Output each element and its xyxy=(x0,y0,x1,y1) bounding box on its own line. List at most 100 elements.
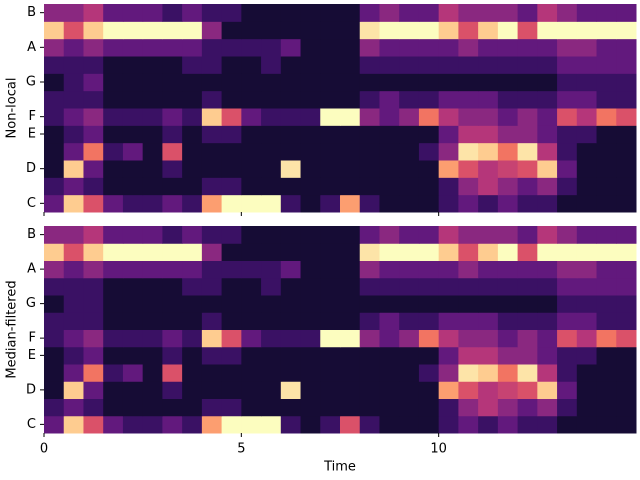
heatmap-cell xyxy=(122,243,144,261)
heatmap-cell xyxy=(142,90,163,109)
heatmap-cell xyxy=(182,364,203,382)
heatmap-cell xyxy=(261,177,282,196)
heatmap-cell xyxy=(122,4,144,22)
heatmap-cell xyxy=(379,364,400,382)
heatmap-cell xyxy=(616,90,637,109)
y-axis-label: Non-local xyxy=(5,78,20,139)
heatmap-cell xyxy=(280,160,302,178)
heatmap-cell xyxy=(478,226,499,244)
heatmap-cell xyxy=(122,142,144,161)
heatmap-cell xyxy=(359,4,380,22)
heatmap-cell xyxy=(142,160,163,178)
x-tick-label: 10 xyxy=(430,442,447,457)
heatmap-cell xyxy=(537,329,558,348)
heatmap-cell xyxy=(280,38,302,57)
heatmap-cell xyxy=(379,21,400,40)
heatmap-cell xyxy=(557,346,578,365)
heatmap-cell xyxy=(201,73,223,92)
heatmap-cell xyxy=(221,56,242,74)
heatmap-cell xyxy=(359,381,380,399)
heatmap-cell xyxy=(83,381,104,399)
heatmap-cell xyxy=(63,125,84,144)
heatmap-cell xyxy=(300,415,321,434)
heatmap-cell xyxy=(44,160,65,178)
heatmap-cell xyxy=(438,346,459,365)
heatmap-cell xyxy=(497,38,519,57)
heatmap-cell xyxy=(44,125,65,144)
heatmap-cell xyxy=(379,142,400,161)
heatmap-cell xyxy=(122,364,144,382)
heatmap-cell xyxy=(576,194,598,213)
heatmap-cell xyxy=(201,346,223,365)
heatmap-cell xyxy=(44,108,65,126)
heatmap-cell xyxy=(557,415,578,434)
y-tick-label: G xyxy=(26,296,36,311)
heatmap-cell xyxy=(557,381,578,399)
heatmap-cell xyxy=(399,142,420,161)
heatmap-cell xyxy=(497,364,519,382)
heatmap-cell xyxy=(142,398,163,417)
heatmap-cell xyxy=(478,108,499,126)
heatmap-cell xyxy=(478,329,499,348)
heatmap-cell xyxy=(320,415,341,434)
heatmap-cell xyxy=(261,346,282,365)
heatmap-cell xyxy=(359,38,380,57)
heatmap-cell xyxy=(517,125,538,144)
heatmap-cell xyxy=(122,160,144,178)
y-tick-label: E xyxy=(28,127,36,142)
heatmap-cell xyxy=(142,73,163,92)
heatmap-cell xyxy=(478,160,499,178)
heatmap-cell xyxy=(261,142,282,161)
heatmap-cell xyxy=(44,415,65,434)
heatmap-cell xyxy=(359,177,380,196)
heatmap-cell xyxy=(320,194,341,213)
heatmap-cell xyxy=(359,160,380,178)
heatmap-cell xyxy=(537,346,558,365)
heatmap-cell xyxy=(418,277,440,296)
heatmap-cell xyxy=(438,243,459,261)
heatmap-cell xyxy=(379,160,400,178)
heatmap-cell xyxy=(438,364,459,382)
heatmap-cell xyxy=(83,243,104,261)
heatmap-cell xyxy=(320,4,341,22)
heatmap-cell xyxy=(280,243,302,261)
heatmap-cell xyxy=(557,226,578,244)
heatmap-cell xyxy=(340,295,361,313)
heatmap-cell xyxy=(182,4,203,22)
heatmap-cell xyxy=(182,21,203,40)
heatmap-cell xyxy=(83,4,104,22)
heatmap-cell xyxy=(63,160,84,178)
heatmap-cell xyxy=(63,381,84,399)
heatmap-cell xyxy=(596,90,617,109)
heatmap-cell xyxy=(182,142,203,161)
heatmap-cell xyxy=(616,415,637,434)
y-tick-label: A xyxy=(27,40,36,55)
heatmap-cell xyxy=(44,364,65,382)
heatmap-cell xyxy=(399,415,420,434)
heatmap-cell xyxy=(320,21,341,40)
heatmap-cell xyxy=(241,38,262,57)
heatmap-cell xyxy=(616,243,637,261)
heatmap-cell xyxy=(261,160,282,178)
heatmap-cell xyxy=(162,90,183,109)
heatmap-cell xyxy=(162,21,183,40)
heatmap-cell xyxy=(576,381,598,399)
heatmap-cell xyxy=(320,160,341,178)
heatmap-cell xyxy=(162,277,183,296)
heatmap-cell xyxy=(458,329,479,348)
heatmap-cell xyxy=(44,73,65,92)
heatmap-cell xyxy=(576,4,598,22)
heatmap-cell xyxy=(300,56,321,74)
heatmap-cell xyxy=(497,142,519,161)
heatmap-cell xyxy=(162,177,183,196)
heatmap-cell xyxy=(418,295,440,313)
heatmap-cell xyxy=(44,38,65,57)
heatmap-cell xyxy=(596,329,617,348)
heatmap-cell xyxy=(103,381,124,399)
heatmap-cell xyxy=(300,381,321,399)
heatmap-cell xyxy=(142,226,163,244)
heatmap-cell xyxy=(379,38,400,57)
heatmap-cell xyxy=(557,194,578,213)
heatmap-cell xyxy=(340,160,361,178)
heatmap-cell xyxy=(379,329,400,348)
